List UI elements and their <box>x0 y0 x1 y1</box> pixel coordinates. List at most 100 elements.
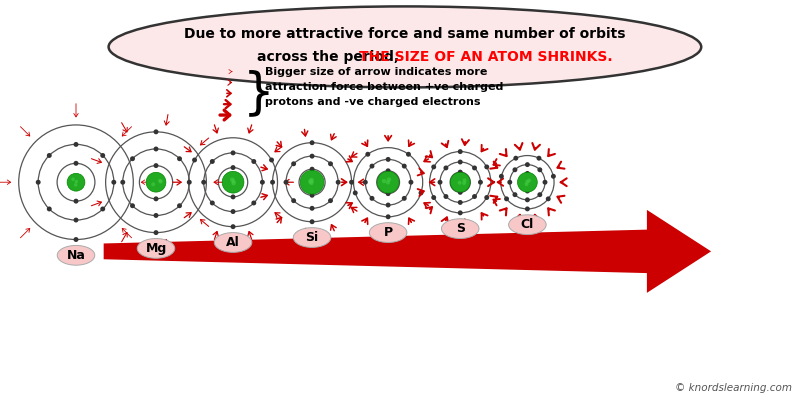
Circle shape <box>202 180 206 185</box>
Text: Cl: Cl <box>521 218 534 231</box>
Circle shape <box>462 178 466 182</box>
Circle shape <box>472 166 477 170</box>
Text: THE SIZE OF AN ATOM SHRINKS.: THE SIZE OF AN ATOM SHRINKS. <box>359 50 613 64</box>
Circle shape <box>111 180 116 185</box>
Circle shape <box>386 214 390 219</box>
Ellipse shape <box>294 228 331 248</box>
Circle shape <box>402 164 406 168</box>
Circle shape <box>154 230 158 235</box>
Circle shape <box>527 178 531 182</box>
Circle shape <box>443 166 449 170</box>
Circle shape <box>130 203 135 208</box>
Ellipse shape <box>442 219 479 238</box>
Text: protons and -ve charged electrons: protons and -ve charged electrons <box>265 97 480 107</box>
Circle shape <box>458 170 462 174</box>
Text: Mg: Mg <box>146 242 166 255</box>
Circle shape <box>154 213 158 218</box>
Circle shape <box>387 177 391 182</box>
Text: Al: Al <box>226 236 240 249</box>
Ellipse shape <box>214 232 252 252</box>
Text: Na: Na <box>66 249 86 262</box>
Circle shape <box>291 161 296 166</box>
Circle shape <box>230 165 235 170</box>
Circle shape <box>406 152 411 157</box>
Circle shape <box>438 180 442 185</box>
Circle shape <box>251 200 256 206</box>
Text: Bigger size of arrow indicates more: Bigger size of arrow indicates more <box>265 66 487 76</box>
Circle shape <box>458 200 462 205</box>
Circle shape <box>484 164 490 169</box>
Circle shape <box>525 197 530 202</box>
Circle shape <box>291 198 296 203</box>
Circle shape <box>46 153 52 158</box>
Circle shape <box>382 179 386 183</box>
Circle shape <box>222 171 244 193</box>
Circle shape <box>310 206 314 211</box>
Circle shape <box>36 180 41 185</box>
Circle shape <box>210 200 214 206</box>
Circle shape <box>230 194 235 199</box>
Circle shape <box>386 202 390 208</box>
Circle shape <box>120 180 126 185</box>
Circle shape <box>538 167 542 172</box>
Circle shape <box>504 196 509 201</box>
Text: attraction force between +ve charged: attraction force between +ve charged <box>265 82 503 92</box>
Circle shape <box>458 149 462 154</box>
Circle shape <box>310 140 314 145</box>
Circle shape <box>526 180 530 184</box>
Circle shape <box>231 179 236 184</box>
Circle shape <box>100 206 106 212</box>
Circle shape <box>67 173 85 191</box>
Circle shape <box>310 167 314 172</box>
Circle shape <box>450 172 470 192</box>
Circle shape <box>336 180 341 185</box>
Circle shape <box>154 196 158 201</box>
Circle shape <box>349 180 354 185</box>
Circle shape <box>386 191 390 196</box>
Circle shape <box>210 159 214 164</box>
Circle shape <box>74 199 78 204</box>
Text: Due to more attractive force and same number of orbits: Due to more attractive force and same nu… <box>184 27 626 41</box>
Ellipse shape <box>109 6 702 88</box>
Ellipse shape <box>138 238 174 258</box>
Circle shape <box>251 159 256 164</box>
Circle shape <box>146 172 166 192</box>
Circle shape <box>74 180 78 184</box>
Circle shape <box>378 171 399 193</box>
Circle shape <box>100 153 106 158</box>
Circle shape <box>386 180 390 184</box>
Circle shape <box>154 146 158 152</box>
Circle shape <box>537 156 542 161</box>
Circle shape <box>74 142 78 147</box>
Circle shape <box>499 174 504 179</box>
Circle shape <box>158 180 162 184</box>
Text: Si: Si <box>306 231 318 244</box>
Circle shape <box>328 161 333 166</box>
Circle shape <box>525 162 530 167</box>
Circle shape <box>478 180 483 185</box>
Circle shape <box>525 188 530 194</box>
Circle shape <box>518 172 538 192</box>
Circle shape <box>231 181 236 185</box>
Circle shape <box>513 192 518 197</box>
Circle shape <box>402 196 406 201</box>
Text: across the period,: across the period, <box>257 50 404 64</box>
Circle shape <box>74 183 78 187</box>
Circle shape <box>230 150 235 155</box>
Circle shape <box>300 170 324 194</box>
Circle shape <box>542 180 547 185</box>
Circle shape <box>386 157 390 162</box>
Circle shape <box>507 180 512 185</box>
Circle shape <box>192 158 197 162</box>
Circle shape <box>260 180 265 185</box>
Circle shape <box>353 190 358 195</box>
Circle shape <box>366 152 370 157</box>
Circle shape <box>538 192 542 197</box>
Circle shape <box>186 180 192 185</box>
Circle shape <box>130 156 135 161</box>
Circle shape <box>230 177 234 182</box>
Circle shape <box>551 174 556 179</box>
Circle shape <box>462 181 466 185</box>
Circle shape <box>458 190 462 195</box>
Circle shape <box>431 195 436 200</box>
